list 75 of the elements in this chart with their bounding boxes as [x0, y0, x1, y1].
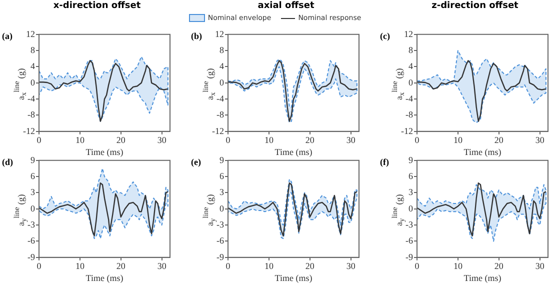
x-tick-label: 20	[305, 261, 315, 272]
y-tick-label: -9	[216, 252, 224, 262]
y-tick-label: -3	[406, 219, 414, 230]
y-tick-label: -4	[216, 93, 224, 104]
y-tick-label: 3	[408, 187, 414, 198]
y-tick-label: 9	[408, 154, 414, 165]
y-tick-label: -6	[28, 236, 36, 246]
y-tick-label: -3	[28, 219, 36, 230]
x-tick-label: 30	[346, 135, 356, 146]
y-tick-label: 8	[408, 44, 414, 55]
x-tick-label: 10	[264, 135, 274, 146]
y-tick-label: -9	[28, 252, 36, 262]
x-axis-title: Time (ms)	[86, 272, 124, 283]
x-tick-label: 10	[453, 135, 463, 146]
y-tick-label: 9	[30, 154, 36, 165]
x-tick-label: 30	[535, 135, 545, 146]
y-tick-label: -4	[406, 93, 414, 104]
y-tick-label: 8	[30, 44, 36, 55]
y-tick-label: 3	[30, 187, 36, 198]
y-tick-label: 8	[220, 44, 224, 55]
y-tick-label: 4	[30, 61, 36, 72]
text: (a)	[2, 31, 12, 41]
x-tick-label: 20	[494, 135, 504, 146]
y-tick-label: -3	[216, 219, 224, 230]
y-tick-label: 0	[408, 77, 414, 88]
y-tick-label: 4	[220, 61, 224, 72]
y-tick-label: 6	[408, 170, 414, 181]
y-tick-label: -9	[406, 252, 414, 262]
y-tick-label: -12	[212, 126, 224, 136]
chart-title: z-direction offset	[430, 1, 520, 11]
y-tick-label: -12	[23, 126, 35, 136]
x-tick-label: 30	[535, 261, 545, 272]
x-tick-label: 10	[264, 261, 274, 272]
text: (c)	[380, 31, 390, 41]
y-tick-label: -8	[406, 110, 414, 120]
x-tick-label: 20	[494, 261, 504, 272]
y-tick-label: 12	[404, 28, 413, 39]
y-tick-label: -6	[406, 236, 414, 246]
x-tick-label: 30	[346, 261, 356, 272]
chart-title: x-direction offset	[52, 1, 142, 11]
x-axis-title: Time (ms)	[274, 272, 312, 283]
y-tick-label: 9	[220, 154, 224, 165]
y-tick-label: 3	[220, 187, 224, 198]
x-axis-title: Time (ms)	[274, 146, 312, 157]
y-tick-label: 4	[408, 61, 414, 72]
text: (e)	[191, 157, 201, 167]
x-axis-title: Time (ms)	[86, 146, 124, 157]
y-tick-label: 0	[408, 203, 414, 214]
x-tick-label: 20	[116, 135, 126, 146]
x-axis-title: Time (ms)	[464, 146, 502, 157]
x-tick-label: 30	[157, 135, 167, 146]
x-tick-label: 10	[75, 261, 85, 272]
y-tick-label: 12	[215, 28, 224, 39]
text: (b)	[191, 31, 202, 41]
y-tick-label: 0	[30, 203, 36, 214]
x-tick-label: 30	[157, 261, 167, 272]
text: (d)	[2, 157, 13, 167]
chart-title: axial offset	[256, 1, 316, 11]
y-tick-label: -6	[216, 236, 224, 246]
y-tick-label: 6	[30, 170, 36, 181]
y-tick-label: -8	[28, 110, 36, 120]
y-tick-label: 6	[220, 170, 224, 181]
y-tick-label: -12	[401, 126, 413, 136]
x-tick-label: 20	[305, 135, 315, 146]
y-tick-label: 0	[220, 77, 224, 88]
y-tick-label: 0	[30, 77, 36, 88]
y-tick-label: 0	[220, 203, 224, 214]
x-tick-label: 10	[453, 261, 463, 272]
x-axis-title: Time (ms)	[464, 272, 502, 283]
y-tick-label: 12	[26, 28, 35, 39]
x-tick-label: 20	[116, 261, 126, 272]
y-tick-label: -4	[28, 93, 36, 104]
text: (f)	[380, 157, 389, 167]
y-tick-label: -8	[216, 110, 224, 120]
x-tick-label: 10	[75, 135, 85, 146]
